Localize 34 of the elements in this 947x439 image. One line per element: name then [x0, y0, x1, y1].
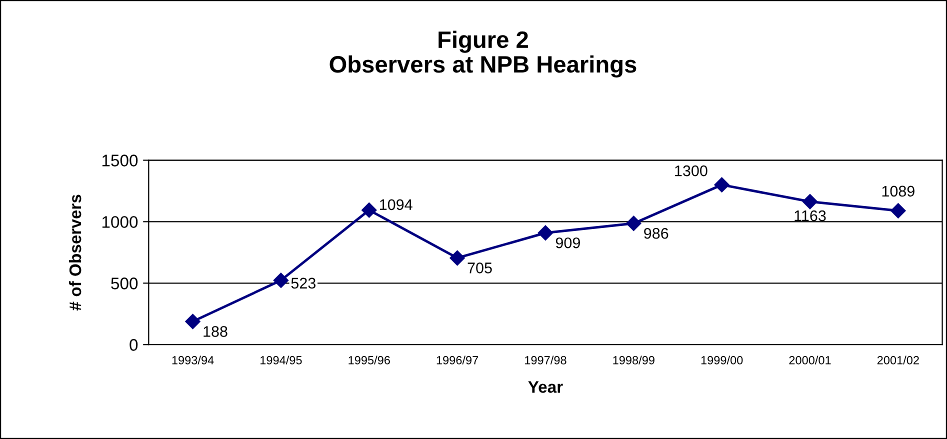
x-axis-title: Year [528, 381, 563, 393]
data-label: 523 [291, 278, 316, 289]
x-tick-label: 2000/01 [789, 356, 831, 364]
point [714, 177, 730, 192]
point [450, 250, 465, 266]
y-tick-label: 1000 [102, 216, 138, 228]
point [538, 225, 554, 240]
y-axis-title: # of Observers [68, 194, 82, 310]
x-tick-label: 2001/02 [877, 356, 919, 364]
point [802, 194, 818, 210]
x-tick-label: 1997/98 [525, 356, 566, 364]
point [185, 314, 200, 330]
x-tick-label: 1998/99 [613, 356, 654, 364]
data-label: 1300 [675, 165, 708, 176]
y-tick-label: 1500 [102, 154, 138, 166]
point [273, 272, 289, 288]
data-label: 986 [644, 228, 668, 239]
y-tick-label: 500 [111, 278, 138, 290]
data-label: 1094 [380, 199, 412, 210]
data-label: 705 [468, 262, 492, 274]
point [626, 216, 642, 231]
point [362, 202, 377, 218]
x-tick-label: 1999/00 [701, 356, 743, 364]
chart-title: Figure 2 Observers at NPB Hearings [330, 30, 636, 78]
y-tick-label: 0 [130, 339, 138, 351]
data-label: 1089 [882, 186, 914, 197]
x-tick-label: 1993/94 [172, 356, 214, 364]
data-label: 1163 [794, 210, 826, 222]
point [890, 203, 906, 218]
x-tick-label: 1994/95 [260, 356, 302, 364]
data-label: 188 [204, 326, 228, 337]
data-label: 909 [556, 237, 580, 248]
x-tick-label: 1995/96 [348, 356, 390, 364]
x-tick-label: 1996/97 [436, 356, 478, 364]
